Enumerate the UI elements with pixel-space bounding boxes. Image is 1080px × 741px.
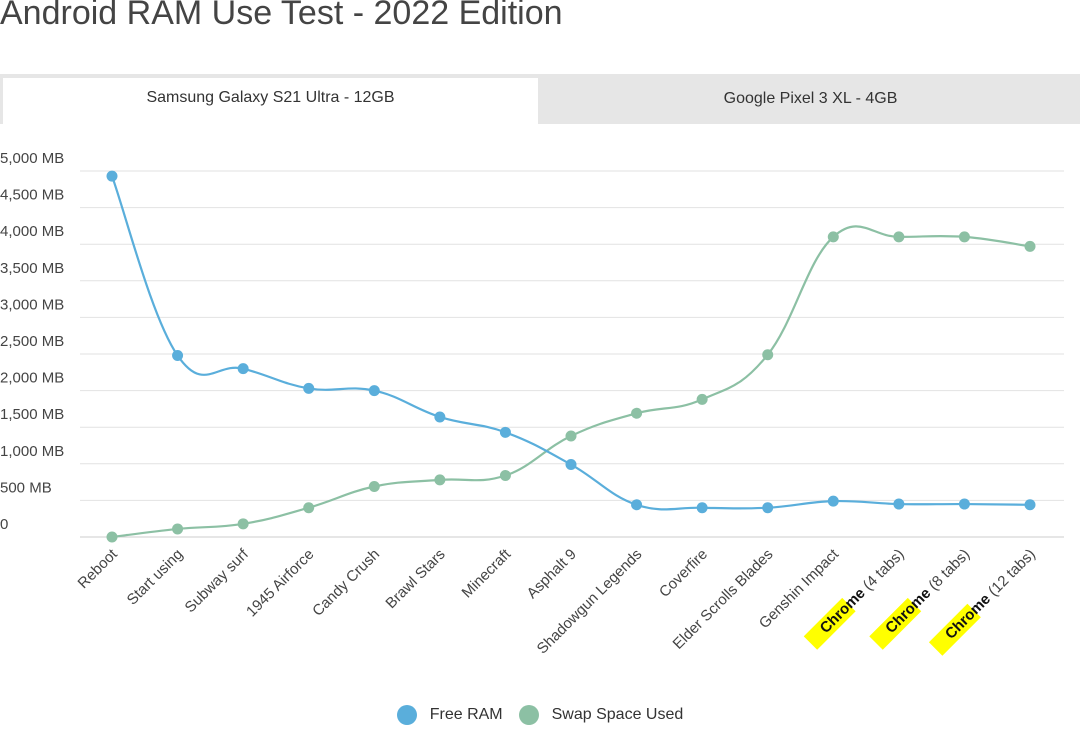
free-ram-point	[827, 495, 839, 507]
free-ram-point	[958, 498, 970, 510]
chart-legend: Free RAM Swap Space Used	[0, 700, 1080, 730]
x-tick-highlight	[869, 597, 922, 650]
swap-space-used-point	[958, 231, 970, 243]
free-ram-point	[237, 363, 249, 375]
free-ram-point	[499, 426, 511, 438]
y-tick-label: 4,000 MB	[0, 223, 64, 240]
swap-space-used-point	[696, 393, 708, 405]
x-tick-highlight	[803, 597, 856, 650]
free-ram-point	[434, 411, 446, 423]
swap-space-used-point	[499, 470, 511, 482]
page-title: Android RAM Use Test - 2022 Edition	[0, 0, 563, 32]
free-ram-point	[762, 502, 774, 514]
swap-space-used-point	[172, 523, 184, 535]
free-ram-point	[696, 502, 708, 514]
free-ram-point	[1024, 499, 1036, 511]
x-tick-highlight	[928, 603, 981, 656]
swap-space-used-point	[106, 531, 118, 543]
legend-swap-space-dot	[518, 705, 539, 725]
y-tick-label: 0	[0, 516, 8, 533]
x-tick-label: Brawl Stars	[382, 546, 448, 612]
free-ram-line	[110, 175, 1031, 511]
x-tick-highlight-word: Chrome	[882, 585, 934, 637]
swap-space-used-point	[893, 231, 905, 243]
x-tick-label: Reboot	[75, 545, 122, 592]
swap-space-used-point	[1024, 240, 1036, 252]
x-tick-label: Start using	[124, 546, 187, 609]
swap-space-used-point	[631, 407, 643, 419]
x-tick-label: Minecraft	[459, 545, 515, 601]
x-tick-highlight-word: Chrome	[817, 585, 869, 637]
highlight-mark	[869, 597, 922, 650]
swap-space-used-point	[565, 430, 577, 442]
x-tick-label-rest: (12 tabs)	[982, 546, 1039, 603]
swap-space-used-point	[368, 480, 380, 492]
y-tick-label: 5,000 MB	[0, 150, 64, 167]
highlight-mark	[803, 597, 856, 650]
y-tick-label: 3,000 MB	[0, 296, 64, 313]
swap-space-used-line	[111, 225, 1031, 539]
x-tick-label-rest: (4 tabs)	[857, 546, 908, 597]
free-ram-point	[106, 170, 118, 182]
x-tick-highlight-word: Chrome	[942, 591, 994, 643]
free-ram-point	[303, 382, 315, 394]
x-tick-label: 1945 Airforce	[243, 546, 318, 621]
free-ram-point	[565, 459, 577, 471]
x-tick-label: Coverfire	[656, 546, 711, 601]
x-tick-label-rest: (8 tabs)	[922, 546, 973, 597]
y-tick-label: 3,500 MB	[0, 260, 64, 277]
x-tick-label: Subway surf	[182, 545, 253, 616]
x-tick-label: Asphalt 9	[524, 546, 580, 602]
y-tick-label: 500 MB	[0, 479, 52, 496]
free-ram-point	[368, 385, 380, 397]
legend-item-free-ram[interactable]: Free RAM	[396, 705, 503, 725]
swap-space-used-point	[827, 231, 839, 243]
free-ram-point	[893, 498, 905, 510]
swap-space-used-point	[434, 474, 446, 486]
legend-free-ram-label: Free RAM	[429, 706, 503, 723]
legend-swap-space-label: Swap Space Used	[551, 706, 684, 723]
swap-space-used-point	[237, 518, 249, 530]
x-tick-label: Candy Crush	[309, 546, 383, 620]
ram-use-line-chart: 0 500 MB 1,000 MB 1,500 MB 2,000 MB 2,500 MB 3…	[0, 150, 1064, 658]
legend-free-ram-dot	[396, 705, 417, 725]
swap-space-used-point	[303, 502, 315, 514]
tab-google-pixel-3-xl[interactable]: Google Pixel 3 XL - 4GB	[723, 90, 898, 107]
y-tick-label: 1,000 MB	[0, 443, 64, 460]
swap-space-used-point	[762, 349, 774, 361]
y-tick-label: 2,500 MB	[0, 333, 64, 350]
free-ram-point	[631, 499, 643, 511]
free-ram-point	[172, 349, 184, 361]
y-tick-label: 4,500 MB	[0, 187, 64, 204]
y-tick-label: 2,000 MB	[0, 370, 64, 387]
legend-item-swap-space-used[interactable]: Swap Space Used	[518, 705, 684, 725]
y-tick-label: 1,500 MB	[0, 406, 64, 423]
tab-samsung-galaxy-s21-ultra[interactable]: Samsung Galaxy S21 Ultra - 12GB	[3, 78, 538, 124]
highlight-mark	[928, 603, 981, 656]
device-tab-bar: Samsung Galaxy S21 Ultra - 12GB Google P…	[0, 74, 1080, 124]
